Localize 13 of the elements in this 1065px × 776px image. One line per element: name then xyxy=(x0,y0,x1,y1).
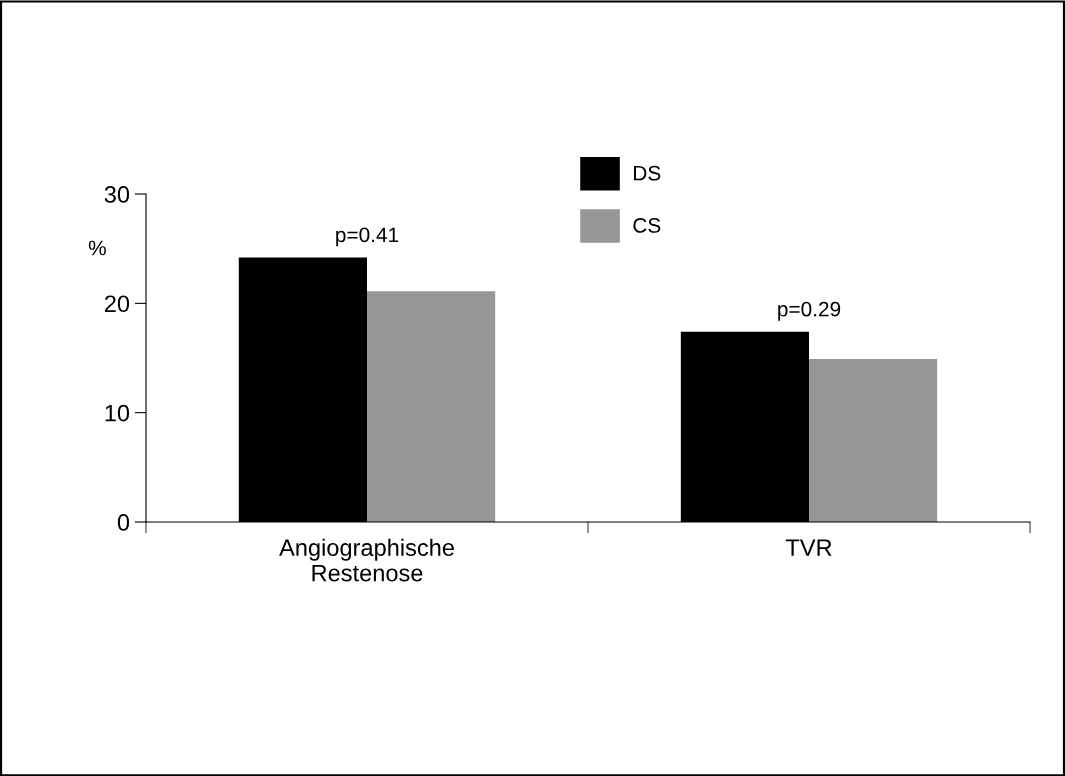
annotation: p=0.29 xyxy=(778,301,841,321)
x-tick-label: TVR xyxy=(785,539,832,556)
annotation: p=0.41 xyxy=(336,227,399,247)
legend-label: DS xyxy=(634,165,661,181)
bar xyxy=(367,291,496,522)
x-tick-label: Angiographische Restenose xyxy=(279,538,454,582)
y-tick-label: 10 xyxy=(105,404,130,422)
y-tick-label: 0 xyxy=(117,514,130,531)
legend-label: CS xyxy=(633,218,661,233)
y-tick-label: 20 xyxy=(104,295,130,313)
y-tick-label: 30 xyxy=(104,186,130,203)
bar xyxy=(809,359,938,522)
y-axis-title: % xyxy=(88,240,106,256)
